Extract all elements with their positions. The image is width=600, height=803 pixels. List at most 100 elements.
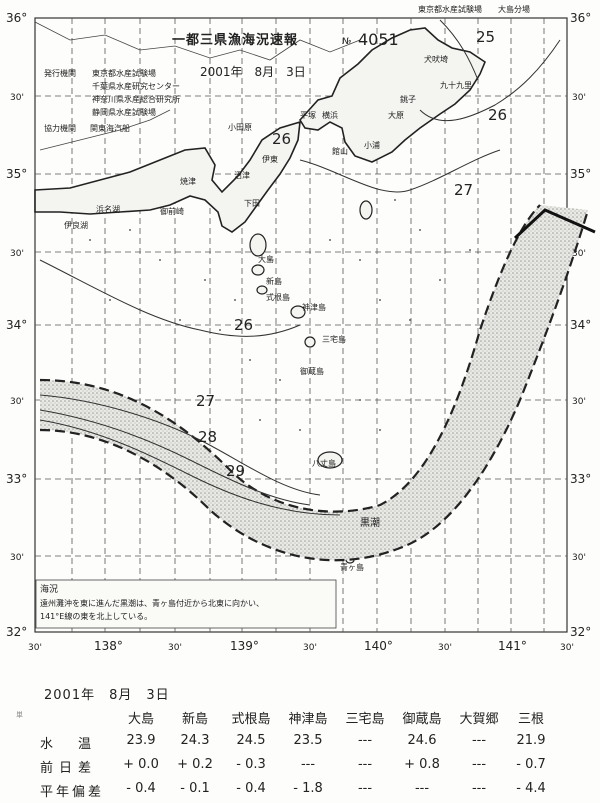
publisher-name: 東京都水産試験場 — [92, 68, 156, 78]
table-date: 2001年 8月 3日 — [44, 688, 170, 703]
svg-text:30': 30' — [560, 643, 574, 653]
table-cell: - 0.4 — [236, 781, 266, 796]
table-cell: 24.6 — [407, 733, 437, 748]
bulletin-date: 2001年 8月 3日 — [200, 65, 306, 79]
isotherm-label: 26 — [272, 130, 291, 148]
table-cell: 24.5 — [236, 733, 266, 748]
table-cell: --- — [357, 781, 373, 796]
svg-text:犬吠埼: 犬吠埼 — [424, 54, 448, 64]
svg-text:浜名湖: 浜名湖 — [96, 204, 120, 214]
cooperator-name: 関東海汽船 — [90, 123, 130, 133]
isotherm-label: 27 — [196, 392, 215, 410]
table-cell: - 1.8 — [293, 781, 323, 796]
svg-text:横浜: 横浜 — [322, 110, 338, 120]
isotherm-label: 25 — [476, 28, 495, 46]
table-cell: --- — [357, 757, 373, 772]
svg-text:30': 30' — [572, 249, 586, 259]
svg-text:30': 30' — [303, 643, 317, 653]
top-right-org: 東京都水産試験場 大島分場 — [418, 4, 530, 14]
table-header-row: 大島 新島 式根島 神津島 三宅島 御蔵島 大賀郷 三根 — [0, 708, 600, 730]
table-cell: 23.9 — [126, 733, 156, 748]
longitude-labels: 30' 138° 30' 139° 30' 140° 30' 141° 30' — [28, 639, 574, 653]
svg-text:八丈島: 八丈島 — [312, 458, 336, 468]
svg-text:30': 30' — [168, 643, 182, 653]
svg-text:青ヶ島: 青ヶ島 — [340, 562, 364, 572]
svg-text:32°: 32° — [570, 625, 591, 639]
table-corner-mark: 単 — [16, 711, 23, 719]
svg-text:沼津: 沼津 — [234, 170, 250, 180]
publisher-name: 静岡県水産試験場 — [92, 107, 156, 117]
svg-text:36°: 36° — [570, 11, 591, 25]
column-header: 神津島 — [288, 712, 328, 727]
svg-text:小田原: 小田原 — [228, 123, 252, 132]
row-label: 水 温 — [40, 737, 98, 752]
svg-text:30': 30' — [572, 93, 586, 103]
svg-text:御蔵島: 御蔵島 — [300, 366, 324, 376]
svg-text:33°: 33° — [570, 472, 591, 486]
isotherm-label: 28 — [198, 428, 217, 446]
table-cell: - 0.1 — [180, 781, 210, 796]
isotherm-label: 29 — [226, 462, 245, 480]
column-header: 三宅島 — [345, 712, 385, 727]
svg-text:30': 30' — [10, 397, 24, 407]
svg-text:30': 30' — [572, 397, 586, 407]
column-header: 式根島 — [231, 712, 271, 727]
svg-text:34°: 34° — [6, 318, 27, 332]
isotherm-label: 26 — [488, 106, 507, 124]
svg-text:御前崎: 御前崎 — [160, 206, 184, 216]
column-header: 大島 — [127, 712, 154, 727]
svg-text:三宅島: 三宅島 — [322, 334, 346, 344]
svg-text:32°: 32° — [6, 625, 27, 639]
table-cell: --- — [300, 757, 316, 772]
sea-surface-temperature-map: 25 26 26 27 26 27 28 29 黒潮 犬吠埼 九十九里 大原 小… — [6, 4, 596, 653]
latitude-labels-left: 36° 30' 35° 30' 34° 30' 33° 30' 32° — [6, 11, 27, 639]
table-cell: - 0.4 — [126, 781, 156, 796]
table-cell: --- — [471, 781, 487, 796]
conditions-note: 海況 遠州灘沖を東に進んだ黒潮は、青ヶ島付近から北東に向かい、 141°E線の東… — [35, 579, 337, 629]
table-cell: --- — [357, 733, 373, 748]
table-row: 前日差 + 0.0 + 0.2 - 0.3 --- --- + 0.8 --- … — [0, 757, 600, 779]
kanto-coastline — [299, 27, 486, 163]
table-cell: + 0.2 — [177, 757, 213, 772]
svg-text:新島: 新島 — [266, 276, 282, 286]
note-line: 141°E線の東を北上している。 — [40, 611, 152, 621]
kuroshio-current — [40, 205, 588, 561]
bulletin-title: 一都三県漁海況速報 — [172, 32, 298, 48]
svg-text:30': 30' — [10, 553, 24, 563]
kuroshio-axis-arrow — [513, 208, 596, 240]
isotherm-lines — [39, 19, 561, 516]
izu-suruga-coastline — [34, 120, 301, 233]
table-cell: --- — [414, 781, 430, 796]
svg-text:33°: 33° — [6, 472, 27, 486]
latitude-labels-right: 36° 30' 35° 30' 34° 30' 33° 30' 32° — [570, 11, 591, 639]
table-cell: --- — [471, 757, 487, 772]
bulletin-number-prefix: № — [342, 37, 351, 47]
note-title: 海況 — [40, 583, 58, 595]
svg-text:大島: 大島 — [258, 254, 274, 264]
svg-text:小浦: 小浦 — [364, 140, 380, 150]
islands — [249, 200, 373, 564]
row-label: 平年偏差 — [40, 785, 105, 800]
svg-text:30': 30' — [10, 93, 24, 103]
island-temperature-table: 2001年 8月 3日 単 大島 新島 式根島 神津島 三宅島 御蔵島 大賀郷 … — [0, 660, 600, 801]
svg-text:30': 30' — [28, 643, 42, 653]
svg-text:神津島: 神津島 — [302, 302, 326, 312]
table-cell: 21.9 — [516, 733, 546, 748]
column-header: 御蔵島 — [402, 712, 442, 727]
table-cell: 24.3 — [180, 733, 210, 748]
svg-text:伊良湖: 伊良湖 — [64, 220, 88, 230]
table-row: 水 温 23.9 24.3 24.5 23.5 --- 24.6 --- 21.… — [0, 733, 600, 755]
svg-text:30': 30' — [10, 249, 24, 259]
inland-border-lines — [34, 21, 361, 151]
note-line: 遠州灘沖を東に進んだ黒潮は、青ヶ島付近から北東に向かい、 — [40, 598, 264, 608]
table-cell: --- — [471, 733, 487, 748]
svg-text:大原: 大原 — [388, 110, 404, 120]
isotherm-label: 26 — [234, 316, 253, 334]
table-row: 平年偏差 - 0.4 - 0.1 - 0.4 - 1.8 --- --- ---… — [0, 781, 600, 803]
svg-text:34°: 34° — [570, 318, 591, 332]
kuroshio-label: 黒潮 — [360, 516, 380, 529]
publisher-label: 発行機関 — [44, 68, 76, 78]
svg-text:式根島: 式根島 — [266, 292, 290, 302]
table-cell: + 0.8 — [404, 757, 440, 772]
svg-text:141°: 141° — [498, 639, 527, 653]
